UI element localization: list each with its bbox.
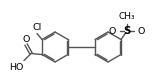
Text: S: S xyxy=(123,27,131,37)
Text: O: O xyxy=(109,27,116,36)
Text: HO: HO xyxy=(9,62,23,72)
Text: O: O xyxy=(22,34,30,44)
Text: O: O xyxy=(138,27,145,36)
Text: CH₃: CH₃ xyxy=(119,12,135,22)
Text: Cl: Cl xyxy=(32,23,42,33)
